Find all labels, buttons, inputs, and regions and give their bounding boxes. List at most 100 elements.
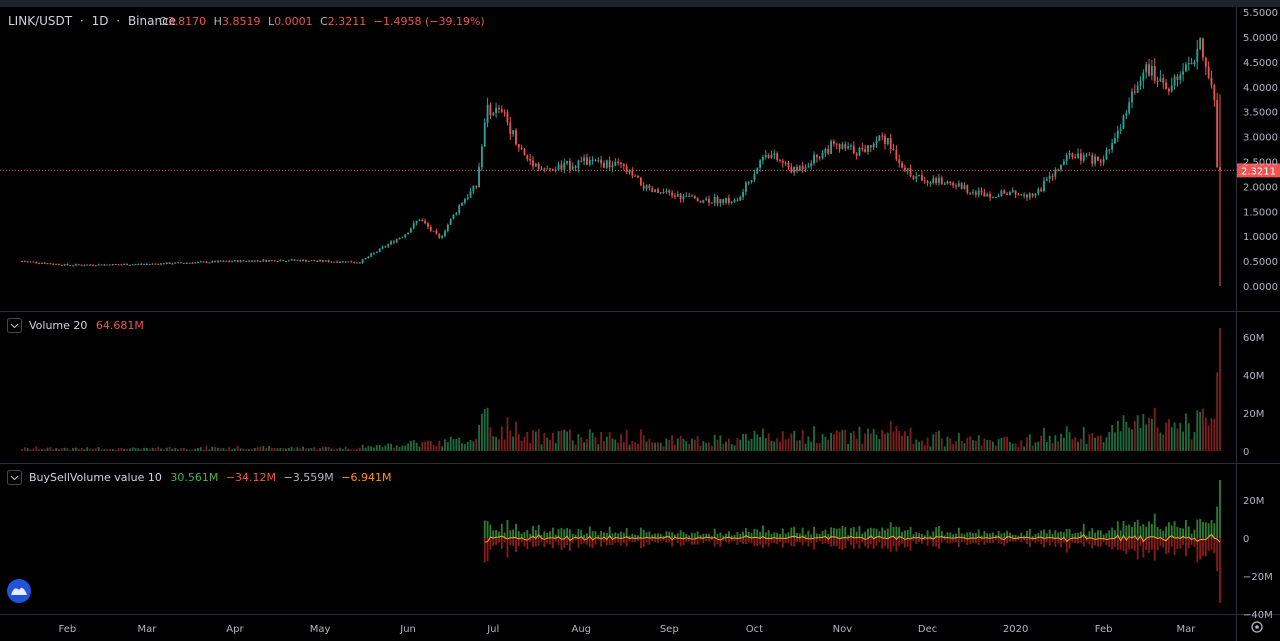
sell-volume-bar	[1150, 538, 1153, 550]
candle-body	[1088, 154, 1091, 156]
candle-body	[412, 223, 415, 229]
candle-body	[838, 143, 841, 149]
candle-body	[370, 253, 373, 257]
candle-body	[759, 160, 762, 169]
buy-volume-bar	[1003, 532, 1006, 538]
sell-volume-bar	[1045, 538, 1048, 543]
sell-volume-bar	[884, 538, 886, 546]
sell-volume-bar	[1014, 538, 1017, 542]
volume-bar	[134, 447, 137, 451]
collapse-volume-button[interactable]	[7, 318, 22, 333]
volume-indicator-label[interactable]: Volume 20	[29, 319, 87, 332]
sell-volume-bar	[1125, 538, 1128, 554]
buy-volume-bar	[651, 534, 654, 538]
candle-body	[353, 262, 356, 264]
buy-volume-bar	[1105, 533, 1108, 538]
interval[interactable]: 1D	[92, 14, 109, 28]
sell-volume-bar	[730, 538, 733, 542]
candle-body	[1023, 194, 1026, 196]
volume-bar	[367, 446, 370, 451]
volume-bar	[163, 449, 165, 451]
symbol-name[interactable]: LINK/USDT	[8, 14, 73, 28]
sell-volume-bar	[492, 538, 495, 546]
sell-volume-bar	[850, 538, 852, 546]
volume-bar	[719, 435, 722, 451]
volume-bar	[302, 446, 304, 451]
candle-body	[157, 263, 160, 265]
candle-body	[466, 197, 469, 200]
sell-volume-bar	[963, 538, 966, 542]
volume-bar	[103, 449, 106, 451]
collapse-buysell-button[interactable]	[7, 470, 22, 485]
sell-volume-bar	[827, 538, 830, 545]
buy-volume-bar	[1009, 532, 1011, 538]
sell-volume-bar	[1074, 538, 1077, 543]
sell-volume-bar	[1185, 538, 1187, 557]
candle-body	[892, 148, 895, 150]
volume-bar	[963, 443, 966, 451]
sell-volume-bar	[483, 538, 486, 563]
sell-volume-bar	[486, 538, 489, 562]
sell-volume-bar	[495, 538, 498, 545]
candle-body	[361, 259, 364, 263]
sell-volume-bar	[1133, 538, 1136, 551]
sell-volume-bar	[918, 538, 921, 543]
separator: ·	[80, 14, 84, 28]
volume-axis[interactable]: 60M 40M 20M 0	[1243, 333, 1264, 458]
buysell-axis[interactable]: 20M 0 −20M −40M	[1243, 496, 1273, 621]
volume-bar	[986, 439, 989, 451]
volume-bar	[943, 446, 946, 451]
volume-bar	[906, 436, 909, 451]
price-axis[interactable]: 5.5000 5.0000 4.5000 4.0000 3.5000 3.0000 2.50…	[1243, 8, 1278, 293]
buy-volume-bar	[821, 530, 824, 538]
buy-volume-bar	[1006, 530, 1009, 538]
buy-volume-bar	[1085, 535, 1088, 538]
volume-bar	[764, 438, 767, 451]
candle-body	[441, 235, 444, 238]
volume-bar	[211, 446, 214, 451]
volume-bar	[40, 449, 43, 451]
volume-bar	[744, 433, 747, 451]
volume-bar	[713, 434, 716, 451]
candle-body	[696, 198, 699, 202]
sell-volume-bar	[1202, 538, 1204, 557]
svg-text:O3.8170 H3.8519 L0.000: O3.8170 H3.8519 L0.0001 C2.3211 −1.4958 …	[159, 15, 485, 28]
sell-volume-bar	[810, 538, 813, 543]
sell-volume-bar	[813, 538, 815, 550]
buy-volume-bar	[668, 531, 671, 538]
volume-bar	[1037, 441, 1040, 451]
volume-tick-label: 60M	[1243, 333, 1264, 344]
candle-body	[1000, 190, 1003, 196]
candle-body	[123, 263, 126, 265]
candle-body	[46, 263, 49, 265]
buy-volume-bar	[1062, 532, 1065, 538]
buysell-indicator-label[interactable]: BuySellVolume value 10	[29, 471, 162, 484]
sell-volume-bar	[1207, 538, 1210, 551]
volume-bar	[810, 441, 813, 451]
candle-body	[472, 185, 475, 192]
buy-volume-bar	[747, 532, 750, 538]
volume-bar	[114, 449, 117, 451]
time-axis[interactable]: Feb Mar Apr May Jun Jul Aug Sep Oct Nov Dec 2020 Feb…	[59, 624, 1197, 635]
buy-volume-bar	[1116, 521, 1119, 538]
volume-bar	[892, 431, 895, 451]
volume-bar	[356, 448, 358, 451]
exchange[interactable]: Binance	[128, 14, 176, 28]
settings-gear-icon[interactable]	[1251, 621, 1263, 633]
volume-bar	[248, 449, 251, 451]
volume-bar	[384, 445, 387, 451]
time-tick-label: Nov	[833, 624, 853, 635]
candle-body	[165, 262, 168, 265]
volume-bar	[543, 433, 546, 451]
volume-bar	[781, 431, 784, 451]
volume-bar	[100, 449, 103, 451]
candle-body	[1116, 130, 1119, 139]
volume-tick-label: 40M	[1243, 371, 1264, 382]
candle-body	[963, 185, 966, 190]
candle-body	[114, 264, 117, 266]
buy-volume-bar	[1088, 531, 1091, 538]
candle-body	[1068, 153, 1071, 155]
buy-volume-bar	[1196, 519, 1199, 538]
buy-volume-bar	[1216, 506, 1219, 538]
